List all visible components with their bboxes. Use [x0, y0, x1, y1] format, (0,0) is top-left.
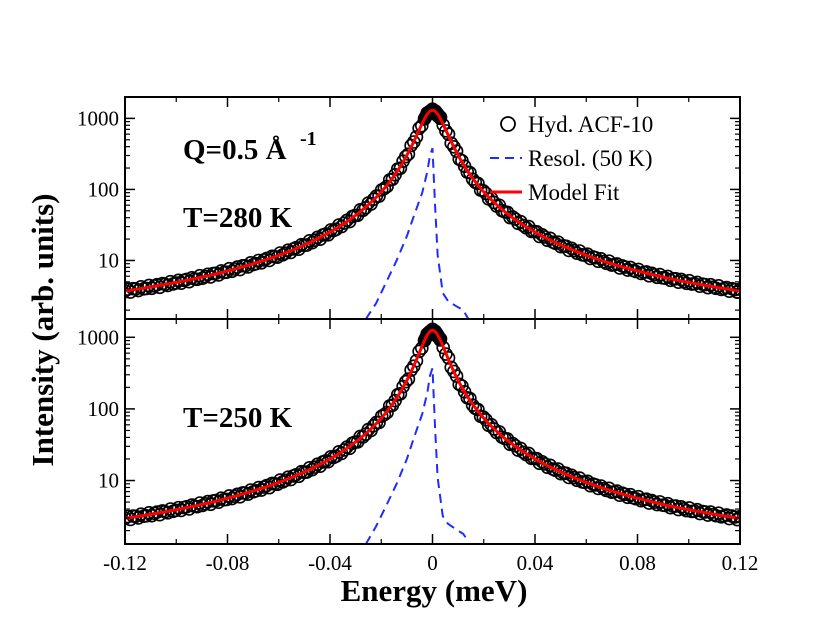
- data-point: [433, 333, 447, 347]
- x-tick-label: 0.12: [722, 551, 759, 575]
- x-tick-label: -0.08: [206, 551, 250, 575]
- panel-1: 10 100 1000 Q=0.5 Å -1 T=280 K: [77, 96, 741, 320]
- y-tick-label: 10: [98, 469, 119, 493]
- panel-frame: [124, 318, 741, 545]
- y-tick-label: 10: [98, 248, 119, 272]
- data-point: [337, 216, 352, 230]
- legend: Hyd. ACF-10 Resol. (50 K) Model Fit: [490, 112, 653, 205]
- panel-2: 10 100 1000 T=250 K: [77, 318, 741, 545]
- y-tick-label: 1000: [77, 106, 119, 130]
- x-axis-title: Energy (meV): [341, 573, 528, 608]
- y-axis-title: Intensity (arb. units): [25, 193, 60, 466]
- model-fit-line: [125, 328, 740, 520]
- y-tick-label: 1000: [77, 325, 119, 349]
- y-tick-label: 100: [88, 397, 120, 421]
- y-tick-label: 100: [88, 177, 120, 201]
- annotation-temperature: T=280 K: [183, 202, 293, 234]
- panels: 10 100 1000 Q=0.5 Å -1 T=280 K 10 100 1000 T=250 …: [77, 96, 741, 545]
- plot-area: [125, 102, 740, 319]
- data-point: [730, 285, 740, 300]
- data-point: [409, 130, 424, 144]
- data-point: [401, 147, 416, 161]
- data-point: [439, 347, 453, 361]
- resolution-line: [365, 147, 470, 319]
- data-point: [278, 246, 293, 260]
- x-tick-label: 0: [427, 551, 438, 575]
- data-point: [730, 512, 740, 527]
- data-point: [337, 443, 352, 457]
- annotation-q: Q=0.5 Å: [183, 134, 287, 166]
- plot-area: [125, 322, 740, 544]
- data-point: [409, 353, 424, 368]
- data-point: [278, 473, 293, 488]
- data-point: [441, 127, 456, 141]
- data-point: [398, 374, 413, 389]
- x-tick-label: -0.12: [103, 551, 147, 575]
- x-tick-label: -0.04: [308, 551, 352, 575]
- data-point: [393, 161, 408, 175]
- legend-label: Resol. (50 K): [528, 146, 653, 171]
- x-tick-label: 0.08: [619, 551, 656, 575]
- data-point: [401, 372, 416, 386]
- data-point: [441, 351, 456, 365]
- legend-label: Hyd. ACF-10: [528, 112, 653, 137]
- data-point: [433, 111, 447, 126]
- data-point: [439, 124, 453, 138]
- legend-marker-circle: [500, 116, 516, 132]
- annotation-temperature: T=250 K: [183, 402, 293, 434]
- legend-label: Model Fit: [528, 180, 620, 205]
- data-point: [393, 386, 408, 401]
- x-tick-labels: -0.12 -0.08 -0.04 0 0.04 0.08 0.12: [103, 551, 758, 575]
- annotation-q-exponent: -1: [300, 128, 317, 150]
- model-fit-line: [125, 108, 740, 293]
- data-point: [412, 344, 426, 359]
- data-point: [398, 149, 413, 164]
- x-tick-label: 0.04: [517, 551, 554, 575]
- resolution-line: [365, 367, 470, 544]
